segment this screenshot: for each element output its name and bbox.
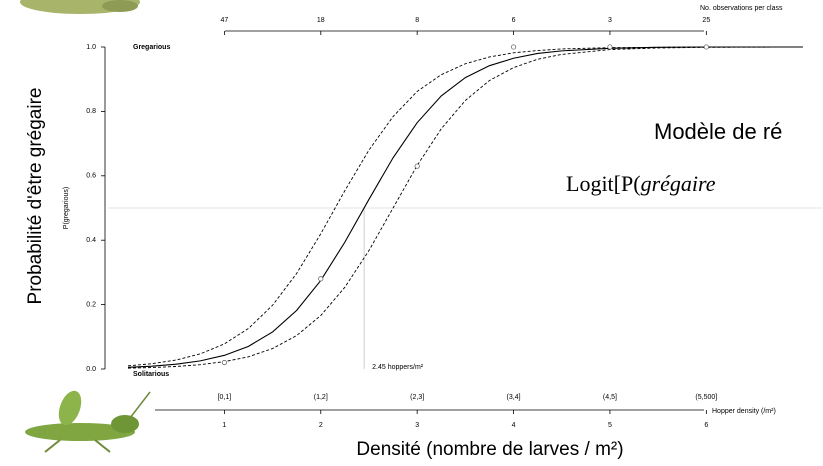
count-label: 3 bbox=[608, 17, 612, 24]
x-axis-title: Densité (nombre de larves / m²) bbox=[356, 439, 623, 460]
observation-point bbox=[414, 163, 420, 169]
x-tick-label: 1 bbox=[222, 422, 226, 429]
x-tick-label: 2 bbox=[319, 422, 323, 429]
y-tick-label: 1.0 bbox=[86, 44, 96, 51]
top-axis-title: No. observations per class bbox=[700, 5, 783, 12]
slide-formula: Logit[P(grégaire bbox=[566, 171, 716, 196]
curve bbox=[127, 46, 803, 367]
y-tick-label: 0.0 bbox=[86, 366, 96, 373]
class-label: [0,1] bbox=[218, 394, 232, 401]
x-axis-inner-title: Hopper density (/m²) bbox=[712, 408, 776, 415]
count-label: 25 bbox=[702, 17, 710, 24]
y-tick-label: 0.6 bbox=[86, 173, 96, 180]
observation-point bbox=[703, 44, 709, 50]
formula-part: grégaire bbox=[641, 171, 716, 196]
curve bbox=[127, 46, 803, 368]
count-label: 47 bbox=[220, 17, 228, 24]
grasshopper-top bbox=[20, 0, 140, 14]
x-tick-label: 6 bbox=[704, 422, 708, 429]
grasshopper-bottom bbox=[25, 390, 151, 453]
observation-point bbox=[607, 44, 613, 50]
class-label: (4,5] bbox=[603, 394, 617, 401]
y-axis-inner-title: P(gregarious) bbox=[63, 187, 70, 229]
class-label: (3,4] bbox=[507, 394, 521, 401]
observation-point bbox=[318, 276, 324, 282]
threshold-label: 2.45 hoppers/m² bbox=[372, 364, 424, 371]
x-tick-label: 5 bbox=[608, 422, 612, 429]
y-axis-title: Probabilité d'être grégaire bbox=[25, 88, 46, 305]
class-label: (2,3] bbox=[410, 394, 424, 401]
observation-point bbox=[221, 360, 227, 366]
slide-text: Modèle de ré bbox=[654, 119, 782, 144]
y-tick-label: 0.8 bbox=[86, 108, 96, 115]
count-label: 6 bbox=[512, 17, 516, 24]
y-tick-label: 0.4 bbox=[86, 237, 96, 244]
count-label: 8 bbox=[415, 17, 419, 24]
formula-part: Logit[P( bbox=[566, 171, 641, 196]
observation-point bbox=[511, 44, 517, 50]
x-tick-label: 3 bbox=[415, 422, 419, 429]
x-tick-label: 4 bbox=[512, 422, 516, 429]
solitarious-note: Solitarious bbox=[133, 371, 169, 378]
curve bbox=[127, 46, 803, 369]
y-tick-label: 0.2 bbox=[86, 301, 96, 308]
count-label: 18 bbox=[317, 17, 325, 24]
gregarious-note: Gregarious bbox=[133, 44, 170, 51]
class-label: (1,2] bbox=[314, 394, 328, 401]
class-label: (5,500] bbox=[695, 394, 717, 401]
